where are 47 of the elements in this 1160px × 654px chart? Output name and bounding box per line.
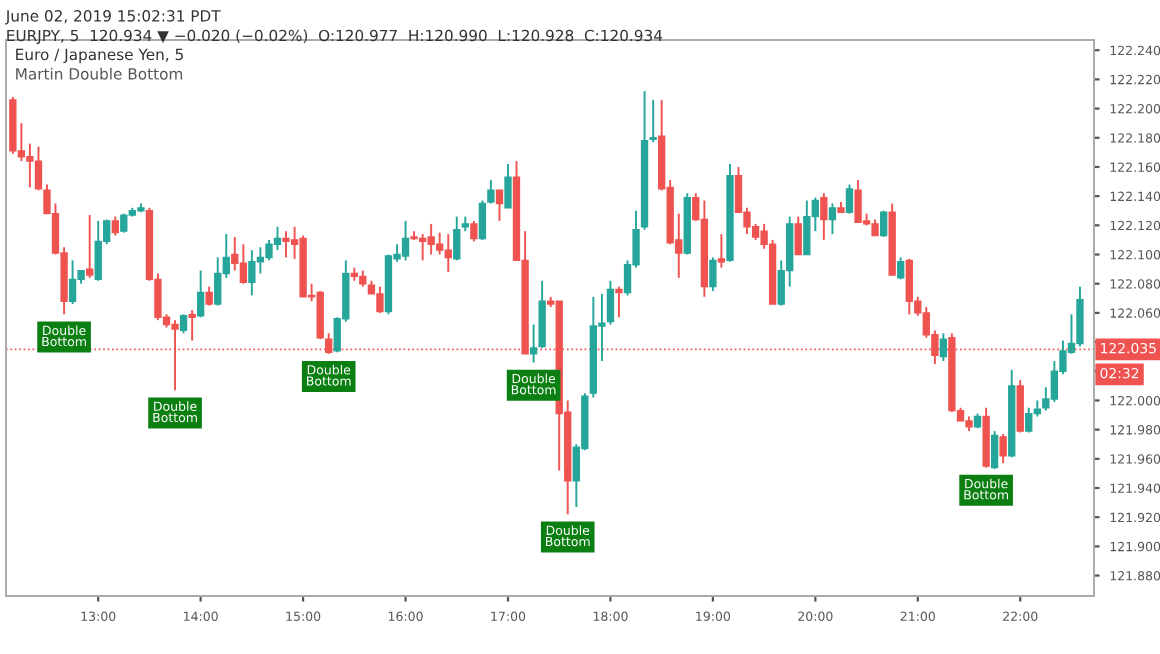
candlestick <box>94 219 102 282</box>
candlestick <box>470 219 478 243</box>
candlestick <box>111 215 119 237</box>
candlestick <box>845 183 854 215</box>
candlestick <box>34 145 43 192</box>
candlestick <box>188 309 196 342</box>
candlestick <box>709 256 717 292</box>
candlestick <box>316 290 324 341</box>
candlestick <box>1025 406 1033 434</box>
candlestick <box>196 269 205 319</box>
candlestick <box>68 259 77 306</box>
candlestick <box>418 233 427 262</box>
candlestick <box>939 332 948 363</box>
candlestick <box>282 230 290 259</box>
candlestick <box>717 233 726 269</box>
candlestick <box>376 285 384 314</box>
candlestick <box>444 233 452 273</box>
candlestick <box>794 215 802 256</box>
candlestick <box>880 209 888 238</box>
candlestick <box>828 202 837 236</box>
candlestick <box>478 199 487 241</box>
candlestick <box>606 279 615 326</box>
candlestick <box>615 285 623 319</box>
candlestick <box>248 249 256 297</box>
candlestick <box>427 222 435 256</box>
candlestick <box>401 219 410 262</box>
candlestick <box>905 257 913 316</box>
candlestick <box>453 215 461 262</box>
candlestick <box>1076 285 1084 348</box>
candlestick <box>205 285 213 307</box>
candlestick <box>803 199 811 256</box>
candlestick <box>1016 379 1024 434</box>
candlestick <box>256 246 265 275</box>
candlestick <box>273 225 282 252</box>
candlestick <box>999 433 1007 465</box>
candlestick <box>435 231 444 256</box>
candlestick <box>495 189 504 222</box>
candlestick <box>239 243 248 285</box>
candlestick <box>214 256 222 307</box>
candlestick <box>179 313 188 335</box>
candlestick <box>990 430 999 471</box>
candlestick <box>265 238 273 262</box>
candlestick <box>854 179 862 224</box>
candlestick <box>820 192 828 241</box>
candlestick <box>504 163 512 209</box>
candlestick <box>26 142 34 189</box>
candlestick <box>86 214 94 279</box>
